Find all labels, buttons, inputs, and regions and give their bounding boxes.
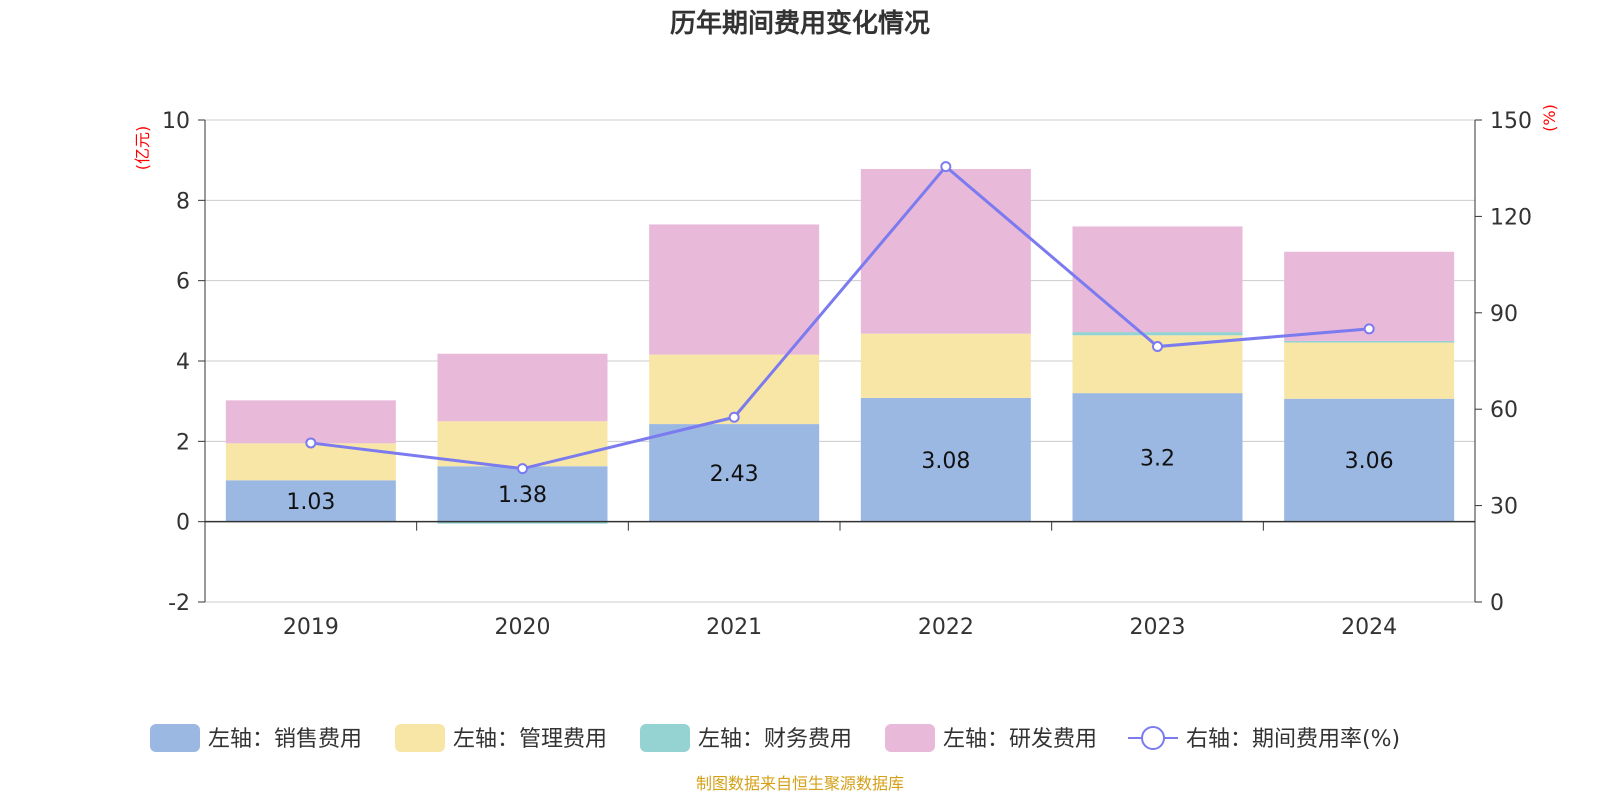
- bar-segment: [1284, 340, 1455, 343]
- rate-line-path: [310, 164, 1370, 471]
- rate-point: [1152, 341, 1163, 353]
- right-axis-unit: (%): [1540, 104, 1559, 132]
- bar-segment: [225, 480, 396, 522]
- bar-segment: [860, 169, 1031, 334]
- bar-segment: [437, 421, 608, 467]
- right-tick-label: 150: [1490, 109, 1532, 134]
- legend-swatch: [885, 724, 935, 752]
- left-tick-label: -2: [168, 591, 190, 616]
- bar-segment: [437, 353, 608, 422]
- rate-line: [305, 161, 1375, 475]
- bar-segment: [225, 400, 396, 444]
- left-axis-unit: (亿元): [133, 126, 152, 171]
- bars: [225, 169, 1455, 524]
- legend-swatch: [150, 724, 200, 752]
- bar-segment: [1072, 226, 1243, 333]
- data-label: 2.43: [710, 462, 759, 487]
- bar-segment: [1284, 342, 1455, 399]
- category-label: 2020: [495, 615, 551, 640]
- legend-swatch: [640, 724, 690, 752]
- source-note: 制图数据来自恒生聚源数据库: [696, 774, 904, 793]
- data-label: 3.08: [921, 449, 970, 474]
- legend-circle-symbol: [1141, 726, 1165, 750]
- category-label: 2023: [1130, 615, 1186, 640]
- legend-label: 左轴：研发费用: [943, 727, 1097, 752]
- bar-segment: [1072, 332, 1243, 336]
- right-tick-label: 90: [1490, 302, 1518, 327]
- bar-segment: [1072, 393, 1243, 522]
- rate-point: [517, 463, 528, 475]
- left-tick-label: 4: [176, 350, 190, 375]
- right-tick-label: 120: [1490, 205, 1532, 230]
- data-label: 3.06: [1345, 449, 1394, 474]
- bar-segment: [649, 224, 820, 355]
- rate-point: [728, 411, 740, 423]
- left-tick-label: 10: [162, 109, 190, 134]
- legend-swatch: [395, 724, 445, 752]
- data-label: 3.2: [1140, 446, 1175, 471]
- bar-segment: [437, 521, 608, 524]
- legend-label: 左轴：财务费用: [698, 727, 852, 752]
- bar-segment: [860, 333, 1031, 398]
- legend-label: 左轴：管理费用: [453, 727, 607, 752]
- category-label: 2024: [1341, 615, 1397, 640]
- right-tick-label: 0: [1490, 591, 1504, 616]
- legend-label: 右轴：期间费用率(%): [1186, 727, 1400, 752]
- right-tick-label: 30: [1490, 495, 1518, 520]
- data-label: 1.38: [498, 483, 547, 508]
- bar-segment: [649, 424, 820, 522]
- category-label: 2019: [283, 615, 339, 640]
- legend-label: 左轴：销售费用: [208, 727, 362, 752]
- chart-title: 历年期间费用变化情况: [670, 8, 930, 39]
- bar-segment: [860, 397, 1031, 522]
- data-label: 1.03: [286, 490, 335, 515]
- right-tick-label: 60: [1490, 398, 1518, 423]
- category-label: 2022: [918, 615, 974, 640]
- left-tick-label: 0: [176, 511, 190, 536]
- left-tick-label: 8: [176, 189, 190, 214]
- category-label: 2021: [706, 615, 762, 640]
- axes: -2 0 2 4 6 8 10 0 30 60 90 120 150 2019 2020 2021 2022 20…: [162, 109, 1532, 640]
- data-labels: 1.03 1.38 2.43 3.08 3.2 3.06: [286, 446, 1393, 515]
- rate-point: [940, 161, 952, 173]
- rate-point: [1363, 323, 1375, 335]
- bar-segment: [1284, 398, 1455, 522]
- legend: 左轴：销售费用 左轴：管理费用 左轴：财务费用 左轴：研发费用 右轴：期间费用率(%): [150, 724, 1400, 752]
- rate-point: [305, 437, 317, 449]
- left-tick-label: 6: [176, 270, 190, 295]
- left-tick-label: 2: [176, 430, 190, 455]
- bar-segment: [437, 466, 608, 522]
